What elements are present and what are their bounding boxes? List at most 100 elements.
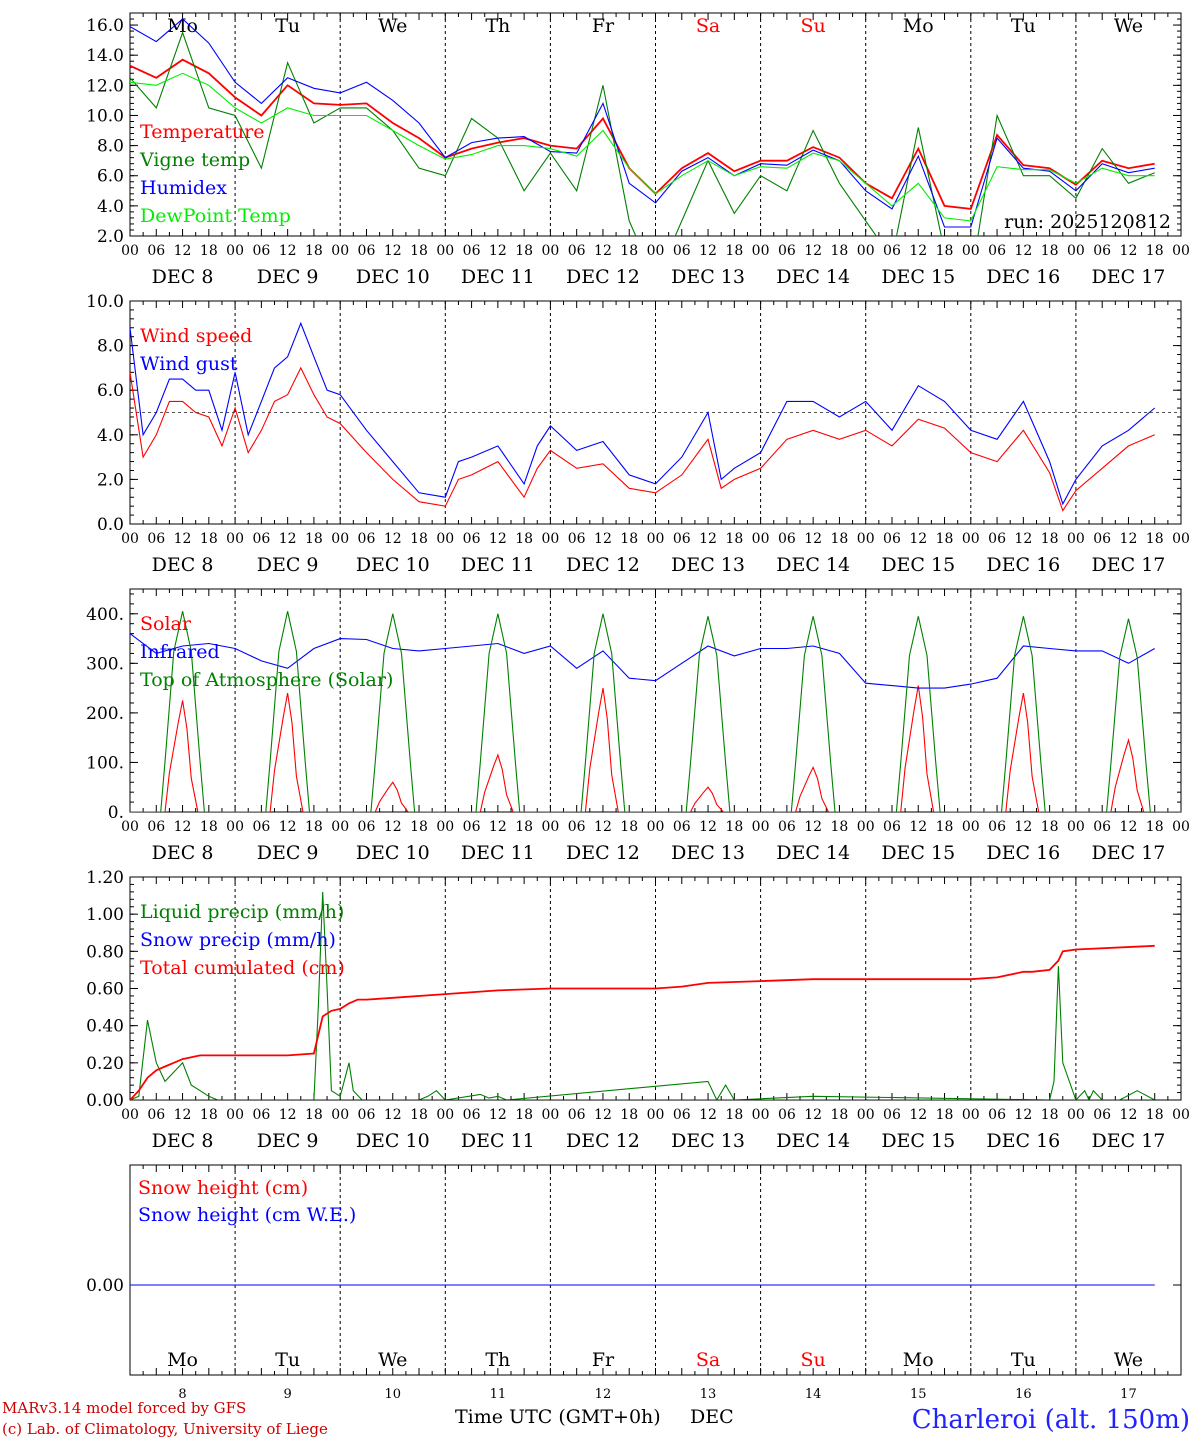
hour-tick-label: 06 [1093, 819, 1111, 835]
hour-tick-label: 18 [725, 243, 743, 259]
hour-tick-label: 00 [857, 243, 875, 259]
hour-tick-label: 12 [594, 531, 612, 547]
hour-tick-label: 06 [463, 1107, 481, 1123]
hour-tick-label: 00 [331, 1107, 349, 1123]
hour-tick-label: 00 [752, 243, 770, 259]
hour-tick-label: 18 [1146, 531, 1164, 547]
day-number: 9 [284, 1387, 292, 1402]
hour-tick-label: 06 [988, 819, 1006, 835]
date-label: DEC 15 [881, 266, 955, 288]
series-line-infrared [130, 633, 1155, 689]
hour-tick-label: 12 [279, 243, 297, 259]
series-line-humidex [130, 18, 1155, 228]
y-tick-label: 0. [108, 803, 124, 823]
hour-tick-label: 18 [1041, 243, 1059, 259]
hour-tick-label: 18 [410, 531, 428, 547]
date-label: DEC 13 [671, 554, 745, 576]
weekday-label: Th [485, 1349, 510, 1371]
legend-entry: Liquid precip (mm/h) [140, 901, 344, 923]
hour-tick-label: 00 [1172, 531, 1190, 547]
day-number: 14 [805, 1387, 822, 1402]
date-label: DEC 14 [776, 266, 850, 288]
hour-tick-label: 00 [647, 243, 665, 259]
hour-tick-label: 18 [1041, 1107, 1059, 1123]
hour-tick-label: 12 [279, 819, 297, 835]
hour-tick-label: 00 [331, 819, 349, 835]
hour-tick-label: 06 [252, 1107, 270, 1123]
y-tick-label: 16.0 [86, 16, 124, 36]
date-label: DEC 8 [152, 554, 214, 576]
hour-tick-label: 06 [673, 1107, 691, 1123]
day-number: 11 [490, 1387, 507, 1402]
date-label: DEC 9 [257, 1130, 319, 1152]
hour-tick-label: 12 [699, 531, 717, 547]
hour-tick-label: 12 [489, 531, 507, 547]
weekday-label: Mo [167, 1349, 198, 1371]
hour-tick-label: 00 [1172, 819, 1190, 835]
date-label: DEC 11 [461, 842, 535, 864]
hour-tick-label: 12 [489, 819, 507, 835]
meteogram-panels: 2.0 4.0 6.0 8.0 10.0 12.0 14.0 16.0 Mo Tu We Th Fr Sa… [86, 12, 1190, 1402]
series-line-total-cumulated-cm- [130, 944, 1155, 1100]
y-tick-label: 0.0 [97, 515, 124, 535]
hour-tick-label: 12 [1120, 1107, 1138, 1123]
legend-entry: Snow height (cm) [138, 1177, 308, 1199]
hour-tick-label: 06 [463, 531, 481, 547]
y-tick-label: 2.0 [97, 227, 124, 247]
hour-tick-label: 12 [174, 531, 192, 547]
hour-tick-label: 06 [568, 243, 586, 259]
hour-tick-label: 12 [1014, 1107, 1032, 1123]
y-tick-label: 14.0 [86, 46, 124, 66]
hour-tick-label: 06 [568, 819, 586, 835]
hour-tick-label: 06 [463, 819, 481, 835]
hour-tick-label: 12 [384, 531, 402, 547]
legend-entry: Snow height (cm W.E.) [138, 1204, 356, 1226]
hour-tick-label: 00 [647, 531, 665, 547]
y-tick-label: 6.0 [97, 381, 124, 401]
hour-tick-label: 06 [252, 819, 270, 835]
hour-tick-label: 00 [1067, 819, 1085, 835]
hour-tick-label: 00 [962, 531, 980, 547]
y-tick-label: 1.00 [86, 905, 124, 925]
date-label: DEC 13 [671, 1130, 745, 1152]
series-line-wind-speed [130, 366, 1155, 512]
hour-tick-label: 12 [909, 531, 927, 547]
series-line-vigne-temp [130, 30, 1155, 236]
plot-area [130, 891, 1155, 1100]
date-label: DEC 13 [671, 842, 745, 864]
hour-tick-label: 12 [804, 819, 822, 835]
hour-tick-label: 12 [1014, 819, 1032, 835]
hour-tick-label: 18 [725, 531, 743, 547]
hour-tick-label: 00 [121, 243, 139, 259]
hour-tick-label: 00 [1067, 531, 1085, 547]
date-label: DEC 11 [461, 266, 535, 288]
weekday-label: Su [801, 15, 826, 37]
hour-tick-label: 00 [226, 531, 244, 547]
date-label: DEC 9 [257, 554, 319, 576]
hour-tick-label: 06 [358, 1107, 376, 1123]
hour-tick-label: 18 [936, 819, 954, 835]
hour-tick-label: 00 [121, 819, 139, 835]
hour-tick-label: 12 [804, 1107, 822, 1123]
weekday-label: Mo [167, 15, 198, 37]
hour-tick-label: 06 [883, 819, 901, 835]
date-label: DEC 17 [1092, 1130, 1166, 1152]
hour-tick-label: 12 [1120, 531, 1138, 547]
y-tick-label: 0.40 [86, 1017, 124, 1037]
hour-tick-label: 06 [1093, 1107, 1111, 1123]
hour-tick-label: 12 [489, 243, 507, 259]
hour-tick-label: 06 [252, 531, 270, 547]
date-label: DEC 10 [356, 266, 430, 288]
plot-area [130, 611, 1181, 812]
hour-tick-label: 00 [541, 1107, 559, 1123]
date-label: DEC 17 [1092, 554, 1166, 576]
hour-tick-label: 00 [752, 1107, 770, 1123]
series-line-wind-gust [130, 321, 1156, 506]
hour-tick-label: 18 [515, 1107, 533, 1123]
hour-tick-label: 00 [1172, 1107, 1190, 1123]
hour-tick-label: 18 [1041, 819, 1059, 835]
hour-tick-label: 18 [515, 243, 533, 259]
date-label: DEC 16 [986, 1130, 1060, 1152]
y-tick-label: 10.0 [86, 106, 124, 126]
date-label: DEC 11 [461, 1130, 535, 1152]
